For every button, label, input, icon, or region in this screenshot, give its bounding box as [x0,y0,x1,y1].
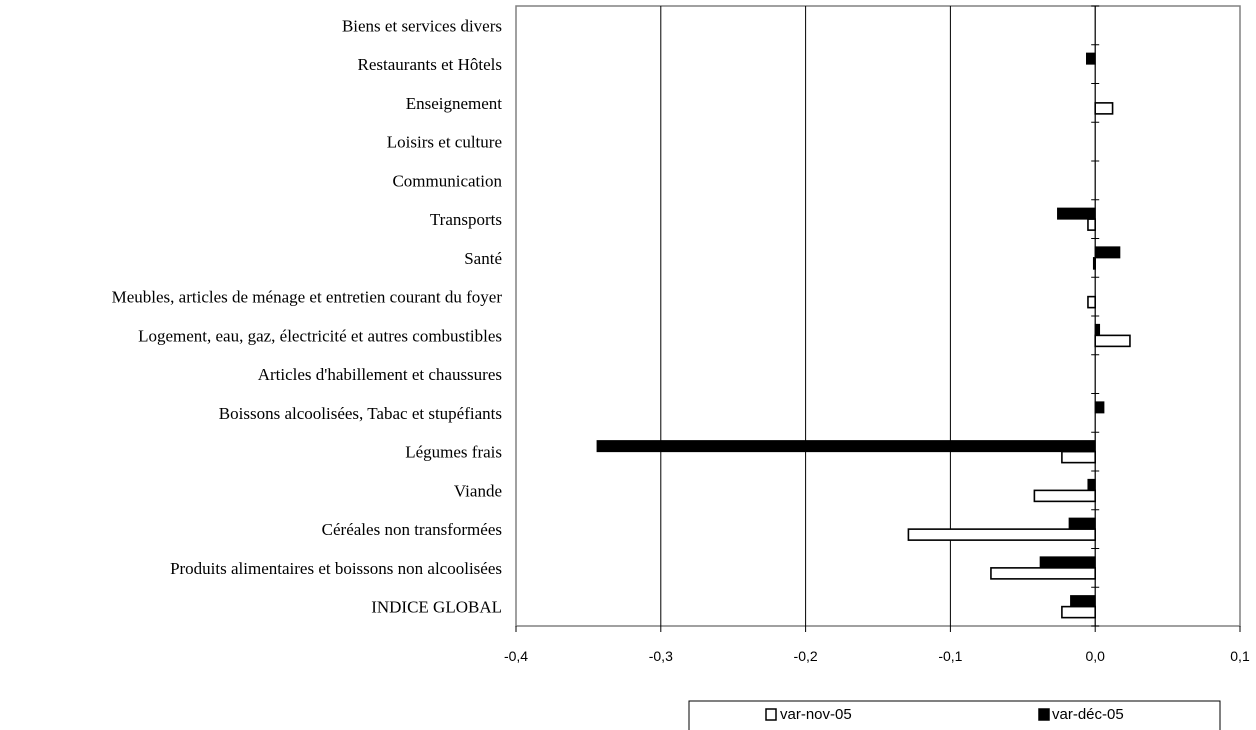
x-axis-ticks: -0,4 -0,3 -0,2 -0,1 0,0 0,1 [504,626,1250,664]
category-label-2: Céréales non transformées [322,520,502,539]
category-label-13: Enseignement [406,94,503,113]
bar-series-1-cat-10 [1057,207,1096,220]
category-label-9: Santé [464,249,502,268]
bar-series-0-cat-3 [1033,489,1097,503]
category-label-8: Meubles, articles de ménage et entretien… [112,288,503,307]
bar-series-1-cat-0 [1070,595,1096,608]
legend-label-series-0: var-nov-05 [780,706,852,723]
legend: var-nov-05 var-déc-05 [688,700,1221,730]
bar-series-1-cat-1 [1039,556,1096,569]
bar-series-1-cat-4 [596,440,1096,453]
x-tick-label-3: -0,1 [938,648,962,664]
x-tick-label-5: 0,1 [1230,648,1250,664]
bar-series-0-cat-13 [1094,102,1114,115]
x-tick-label-4: 0,0 [1085,648,1105,664]
bar-series-0-cat-8 [1087,295,1096,309]
bar-series-1-cat-3 [1087,478,1096,491]
legend-swatch-series-0 [765,708,777,721]
x-tick-label-2: -0,2 [794,648,818,664]
bar-series-1-cat-9 [1094,246,1121,259]
bar-series-0-cat-1 [990,567,1096,580]
category-label-10: Transports [430,210,502,229]
legend-label-series-1: var-déc-05 [1052,706,1124,723]
category-label-3: Viande [454,481,502,500]
bar-series-0-cat-4 [1061,450,1096,464]
category-label-6: Articles d'habillement et chaussures [258,365,502,384]
category-label-11: Communication [392,171,502,190]
bar-series-0-cat-9 [1092,257,1096,270]
bar-series-0-cat-7 [1094,334,1131,348]
category-label-4: Légumes frais [405,443,502,462]
bar-series-0-cat-10 [1087,218,1096,231]
legend-swatch-series-1 [1038,708,1050,721]
bar-series-0-cat-2 [907,528,1097,541]
bar-series-1-cat-14 [1086,52,1096,65]
category-label-12: Loisirs et culture [387,133,502,152]
legend-box [688,700,1221,730]
bars [596,52,1131,619]
category-label-0: INDICE GLOBAL [371,598,502,617]
x-tick-label-1: -0,3 [649,648,673,664]
category-label-15: Biens et services divers [342,16,502,35]
bar-series-0-cat-0 [1061,605,1096,619]
bar-series-1-cat-2 [1068,517,1096,530]
category-label-5: Boissons alcoolisées, Tabac et stupéfian… [219,404,502,423]
category-label-14: Restaurants et Hôtels [358,55,502,74]
bar-series-1-cat-7 [1094,323,1101,336]
x-tick-label-0: -0,4 [504,648,528,664]
plot-area [515,5,1241,627]
category-labels: INDICE GLOBAL Produits alimentaires et bo… [112,16,503,616]
category-label-1: Produits alimentaires et boissons non al… [170,559,502,578]
category-label-7: Logement, eau, gaz, électricité et autre… [138,326,502,345]
bar-series-1-cat-5 [1094,401,1105,414]
